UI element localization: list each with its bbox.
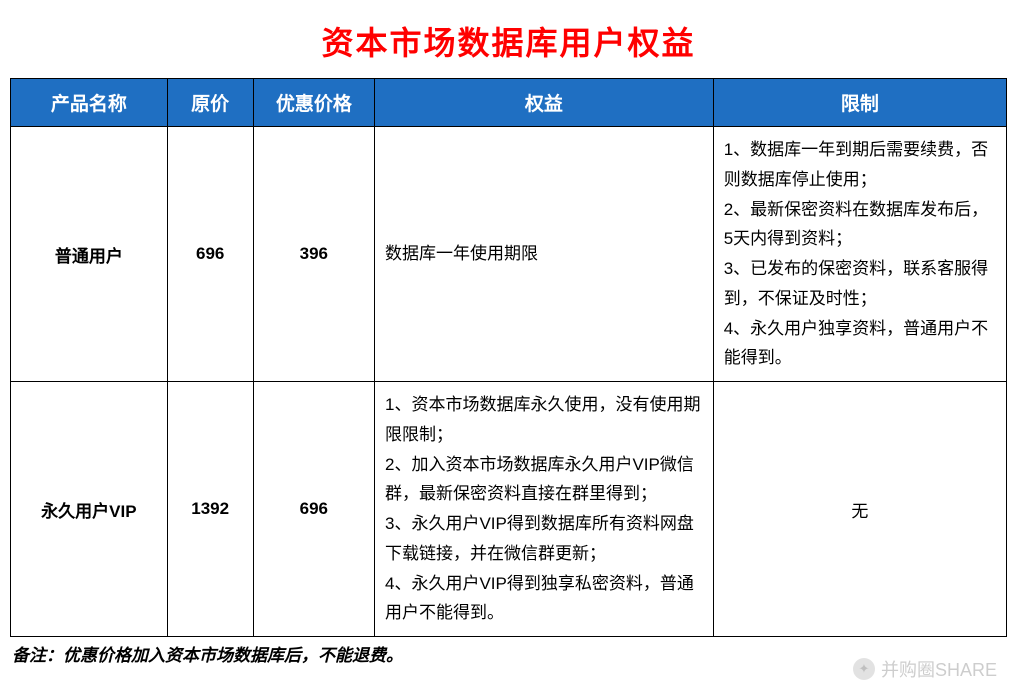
table-row: 普通用户 696 396 数据库一年使用期限 1、数据库一年到期后需要续费，否则…	[11, 127, 1007, 382]
col-header-benefit: 权益	[374, 79, 713, 127]
table-header-row: 产品名称 原价 优惠价格 权益 限制	[11, 79, 1007, 127]
page-title: 资本市场数据库用户权益	[10, 18, 1007, 64]
cell-disc: 696	[253, 382, 374, 637]
wechat-icon: ✦	[853, 658, 875, 680]
cell-limit: 无	[713, 382, 1006, 637]
col-header-orig: 原价	[167, 79, 253, 127]
cell-orig: 1392	[167, 382, 253, 637]
cell-limit: 1、数据库一年到期后需要续费，否则数据库停止使用；2、最新保密资料在数据库发布后…	[713, 127, 1006, 382]
pricing-table: 产品名称 原价 优惠价格 权益 限制 普通用户 696 396 数据库一年使用期…	[10, 78, 1007, 637]
table-row: 永久用户VIP 1392 696 1、资本市场数据库永久使用，没有使用期限限制；…	[11, 382, 1007, 637]
watermark: ✦ 并购圈SHARE	[853, 656, 997, 682]
cell-orig: 696	[167, 127, 253, 382]
cell-product: 普通用户	[11, 127, 168, 382]
cell-disc: 396	[253, 127, 374, 382]
col-header-disc: 优惠价格	[253, 79, 374, 127]
cell-product: 永久用户VIP	[11, 382, 168, 637]
col-header-product: 产品名称	[11, 79, 168, 127]
cell-benefit: 数据库一年使用期限	[374, 127, 713, 382]
watermark-text: 并购圈SHARE	[881, 656, 997, 682]
col-header-limit: 限制	[713, 79, 1006, 127]
cell-benefit: 1、资本市场数据库永久使用，没有使用期限限制；2、加入资本市场数据库永久用户VI…	[374, 382, 713, 637]
